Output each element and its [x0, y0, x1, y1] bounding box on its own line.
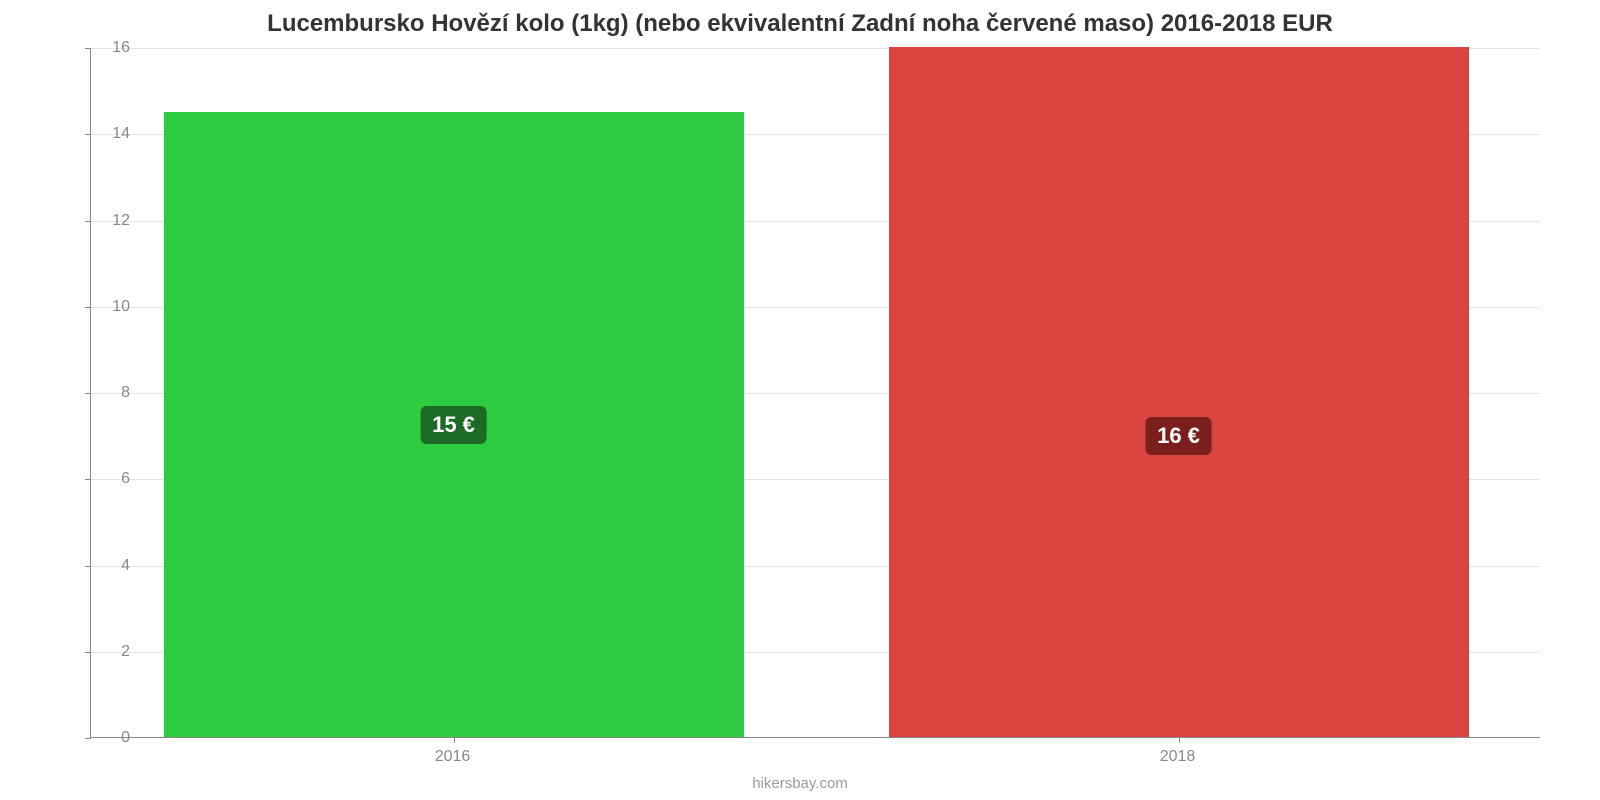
plot-area: 15 € 16 €	[90, 48, 1540, 738]
x-tick-mark	[1179, 737, 1180, 743]
x-tick-label: 2016	[435, 748, 471, 766]
y-tick-label: 6	[80, 470, 130, 488]
y-tick-label: 10	[80, 298, 130, 316]
y-tick-label: 0	[80, 729, 130, 747]
y-tick-label: 12	[80, 212, 130, 230]
y-tick-label: 4	[80, 557, 130, 575]
bar-value-badge: 16 €	[1145, 417, 1212, 455]
y-tick-label: 14	[80, 125, 130, 143]
y-tick-label: 16	[80, 39, 130, 57]
bar-value-badge: 15 €	[420, 406, 487, 444]
y-tick-label: 8	[80, 384, 130, 402]
chart-title: Lucembursko Hovězí kolo (1kg) (nebo ekvi…	[0, 10, 1600, 38]
y-tick-label: 2	[80, 643, 130, 661]
credit-text: hikersbay.com	[0, 775, 1600, 792]
bar	[889, 47, 1469, 737]
x-tick-mark	[454, 737, 455, 743]
x-tick-label: 2018	[1160, 748, 1196, 766]
